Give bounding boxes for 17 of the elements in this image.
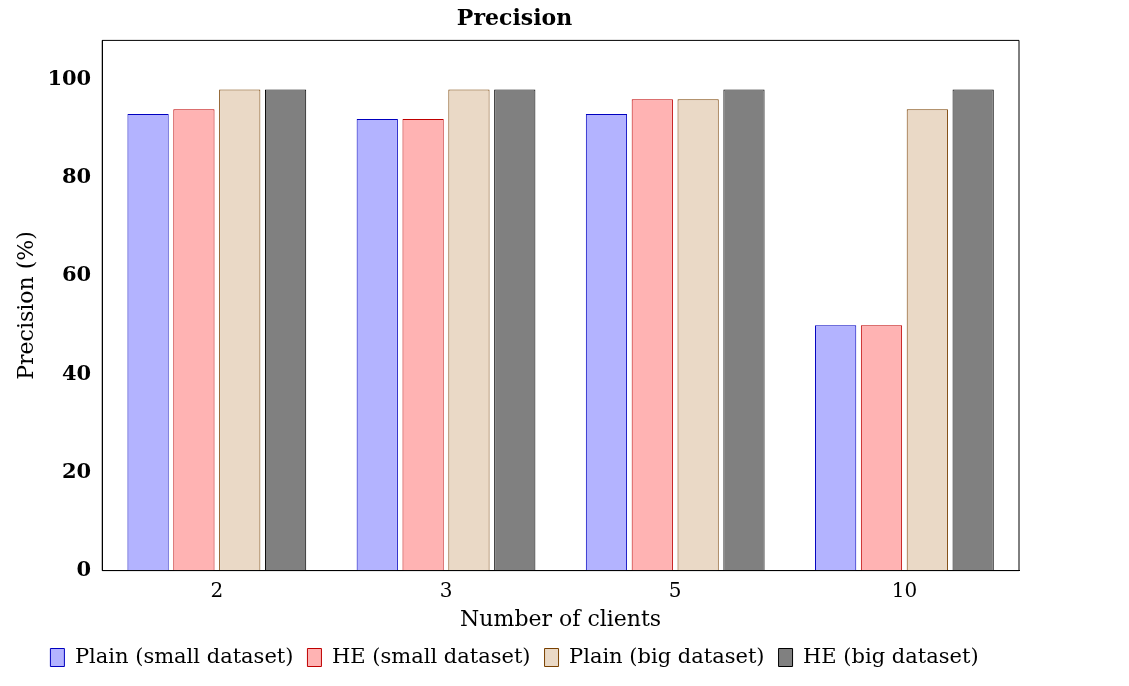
- y-tick-label: 80: [62, 163, 92, 189]
- x-tick-label: 2: [210, 577, 224, 602]
- y-axis-title: Precision (%): [12, 231, 38, 380]
- legend-label: HE (small dataset): [331, 643, 531, 668]
- y-tick-label: 100: [47, 65, 92, 91]
- chart-title: Precision: [456, 3, 573, 30]
- y-tick-label: 60: [62, 261, 92, 287]
- x-axis-title: Number of clients: [460, 605, 662, 631]
- legend-label: Plain (small dataset): [74, 643, 294, 668]
- y-tick-label: 0: [76, 556, 92, 582]
- x-tick-label: 10: [891, 577, 918, 602]
- y-tick-label: 20: [62, 457, 92, 483]
- legend-label: HE (big dataset): [803, 643, 979, 668]
- x-tick-label: 3: [439, 577, 453, 602]
- legend-label: Plain (big dataset): [569, 643, 765, 668]
- y-tick-label: 40: [62, 359, 92, 385]
- x-tick-label: 5: [668, 577, 682, 602]
